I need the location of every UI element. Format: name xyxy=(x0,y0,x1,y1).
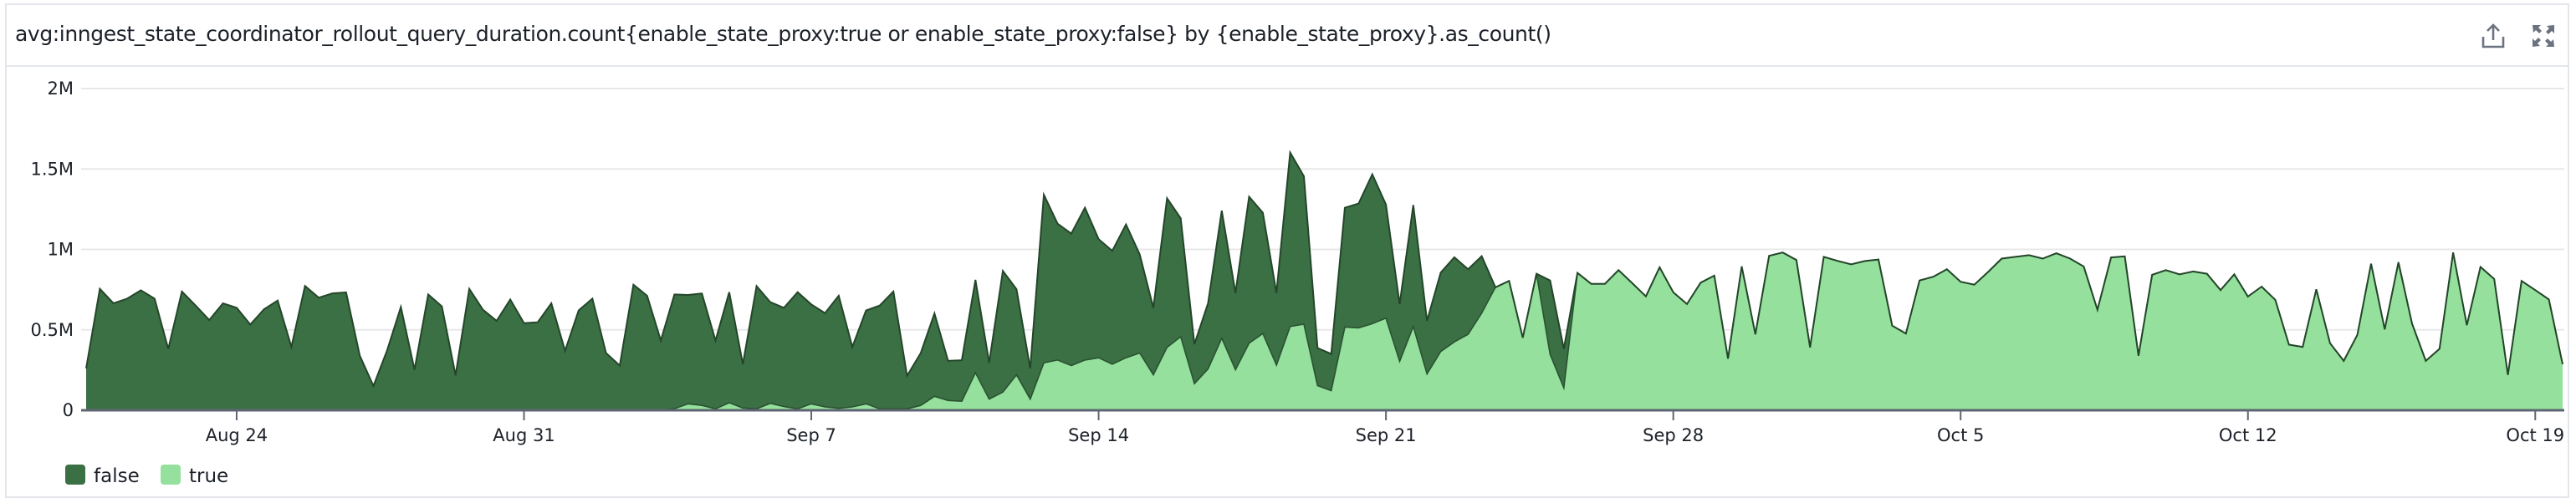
legend-swatch-true[interactable] xyxy=(161,465,181,485)
x-tick-label: Sep 21 xyxy=(1356,425,1417,445)
x-tick-label: Sep 28 xyxy=(1643,425,1704,445)
series-false-area xyxy=(86,152,2563,410)
x-tick-label: Oct 5 xyxy=(1937,425,1984,445)
legend-label-true[interactable]: true xyxy=(189,465,228,487)
series-true-area xyxy=(86,252,2563,410)
widget-title: avg:inngest_state_coordinator_rollout_qu… xyxy=(15,22,1551,46)
x-tick-label: Aug 24 xyxy=(206,425,268,445)
x-tick-label: Oct 19 xyxy=(2506,425,2564,445)
x-tick-label: Sep 14 xyxy=(1068,425,1129,445)
series-false-line xyxy=(85,150,2563,389)
widget-header: avg:inngest_state_coordinator_rollout_qu… xyxy=(7,5,2568,67)
legend-swatch-false[interactable] xyxy=(65,465,85,485)
y-tick-label: 1.5M xyxy=(30,159,74,179)
expand-icon[interactable] xyxy=(2529,22,2558,50)
y-tick-label: 2M xyxy=(48,79,74,99)
x-tick-label: Sep 7 xyxy=(786,425,836,445)
export-icon[interactable] xyxy=(2479,22,2507,50)
x-tick-label: Aug 31 xyxy=(493,425,555,445)
x-tick-label: Oct 12 xyxy=(2219,425,2277,445)
y-tick-label: 0 xyxy=(63,400,74,420)
legend-label-false[interactable]: false xyxy=(94,465,140,487)
y-tick-label: 0.5M xyxy=(30,320,74,340)
y-tick-label: 1M xyxy=(48,240,74,260)
